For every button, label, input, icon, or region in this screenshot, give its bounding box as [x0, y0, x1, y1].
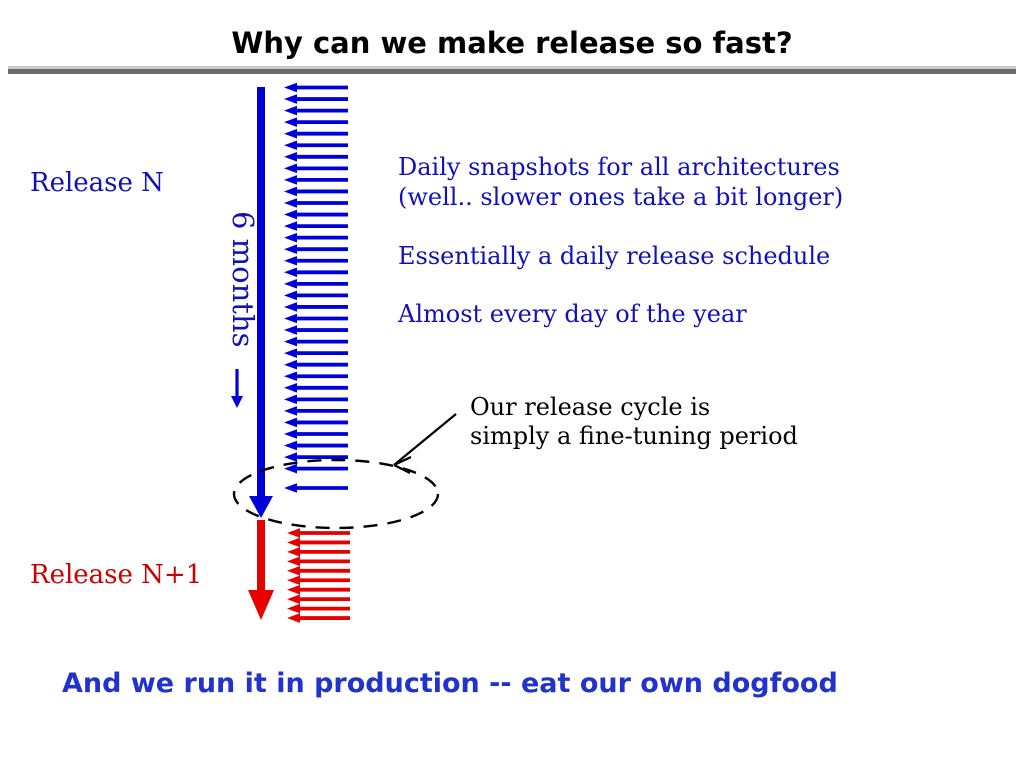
blue-snapshot-arrow-29-head: [284, 417, 297, 428]
blue-snapshot-arrow-7-head: [284, 163, 297, 174]
blue-snapshot-arrow-13-head: [284, 232, 297, 243]
note-release-cycle-line2: simply a fine-tuning period: [470, 422, 798, 450]
blue-snapshot-arrow-6-head: [284, 152, 297, 162]
blue-snapshot-arrow-11-head: [284, 209, 297, 220]
callout-pointer-line: [393, 413, 457, 466]
blue-snapshot-arrow-28-head: [284, 406, 297, 416]
red-snapshot-arrow-2-head: [287, 547, 300, 557]
blue-snapshot-arrow-31-head: [284, 440, 297, 451]
blue-snapshot-arrow-10-head: [284, 198, 297, 208]
release-n-timeline-bar: [257, 87, 265, 496]
callout-pointer-barb-lower: [393, 464, 411, 474]
blue-snapshot-arrow-12-head: [284, 221, 297, 231]
note-daily-snapshots: Daily snapshots for all architectures (w…: [398, 152, 843, 212]
release-n1-timeline-bar: [257, 520, 265, 590]
blue-snapshot-arrow-24-head: [284, 359, 297, 370]
red-snapshot-arrow-9-head: [287, 613, 300, 623]
blue-snapshot-arrow-19-head: [284, 302, 297, 312]
blue-snapshot-arrow-26-head: [284, 383, 297, 393]
blue-snapshot-arrow-4-head: [284, 128, 297, 139]
blue-snapshot-arrow-lone-head: [284, 483, 297, 493]
blue-snapshot-arrow-21-head: [284, 325, 297, 335]
fine-tuning-period-ellipse: [232, 458, 440, 530]
title-divider-rule: [8, 66, 1016, 74]
slide-title: Why can we make release so fast?: [231, 26, 793, 60]
blue-snapshot-arrow-23-head: [284, 348, 297, 358]
release-n-timeline-arrowhead: [249, 496, 273, 518]
red-snapshot-arrow-5-head: [287, 575, 300, 586]
release-n-label: Release N: [30, 168, 164, 198]
note-daily-snapshots-line1: Daily snapshots for all architectures: [398, 153, 840, 181]
blue-snapshot-arrow-16-head: [284, 267, 297, 278]
blue-snapshot-arrow-32-head: [284, 452, 297, 462]
red-snapshot-arrow-7-head: [287, 594, 300, 604]
note-release-cycle-line1: Our release cycle is: [470, 393, 711, 421]
six-months-arrow-head: [231, 396, 243, 408]
note-daily-snapshots-line2: (well.. slower ones take a bit longer): [398, 183, 844, 211]
red-snapshot-arrow-6-head: [287, 584, 300, 595]
blue-snapshot-arrow-2-head: [284, 105, 297, 116]
red-snapshot-arrow-4-head: [287, 566, 300, 576]
red-snapshot-arrow-8-head: [287, 603, 300, 614]
red-snapshot-arrow-1-head: [287, 537, 300, 548]
release-n1-timeline-arrowhead: [248, 590, 274, 620]
blue-snapshot-arrow-3-head: [284, 117, 297, 127]
footer-dogfood-statement: And we run it in production -- eat our o…: [62, 668, 838, 699]
blue-snapshot-arrow-17-head: [284, 279, 297, 289]
callout-pointer-barb-upper: [393, 456, 412, 466]
note-almost-every-day: Almost every day of the year: [398, 300, 747, 328]
blue-snapshot-arrow-8-head: [284, 175, 297, 185]
blue-snapshot-arrow-1-head: [284, 94, 297, 104]
red-snapshot-arrow-3-head: [287, 556, 300, 567]
blue-snapshot-arrow-15-head: [284, 255, 297, 266]
release-n-plus-1-label: Release N+1: [30, 560, 203, 590]
blue-snapshot-arrow-9-head: [284, 186, 297, 197]
six-months-duration-label: 6 months: [226, 211, 260, 348]
blue-snapshot-arrow-20-head: [284, 313, 297, 324]
blue-snapshot-arrow-25-head: [284, 371, 297, 382]
red-snapshot-arrow-0-head: [287, 528, 300, 538]
note-daily-release-schedule: Essentially a daily release schedule: [398, 242, 831, 270]
blue-snapshot-arrow-27-head: [284, 394, 297, 405]
blue-snapshot-arrow-0-head: [284, 82, 297, 93]
blue-snapshot-arrow-5-head: [284, 140, 297, 151]
blue-snapshot-arrow-18-head: [284, 290, 297, 301]
blue-snapshot-arrow-22-head: [284, 336, 297, 347]
blue-snapshot-arrow-14-head: [284, 244, 297, 254]
blue-snapshot-arrow-33-head: [284, 463, 297, 474]
blue-snapshot-arrow-30-head: [284, 429, 297, 439]
note-release-cycle: Our release cycle is simply a fine-tunin…: [470, 393, 798, 451]
